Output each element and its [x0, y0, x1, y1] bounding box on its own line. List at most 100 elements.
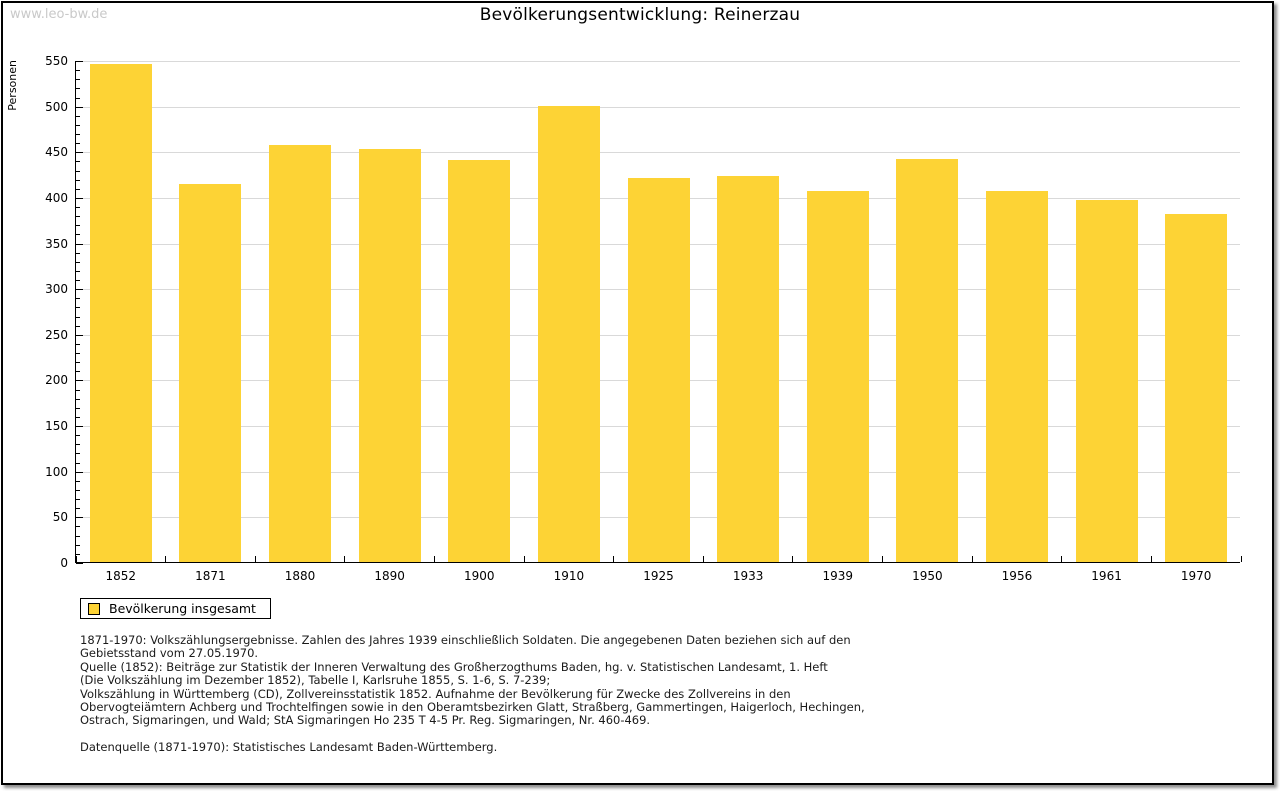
bar-1925 [627, 177, 690, 562]
y-axis-title: Personen [6, 60, 19, 111]
bar-1871 [179, 184, 242, 562]
x-tick-label: 1956 [1001, 569, 1033, 583]
y-tick-label: 200 [45, 373, 68, 388]
y-minor-tick [76, 371, 80, 373]
y-tick-label: 350 [45, 236, 68, 251]
x-boundary-tick [1150, 556, 1152, 562]
y-major-tick [76, 243, 83, 245]
x-tick-label: 1852 [105, 569, 137, 583]
chart-title: Bevölkerungsentwicklung: Reinerzau [479, 5, 801, 25]
bar-1880 [269, 144, 332, 562]
x-tick-label: 1871 [195, 569, 226, 583]
legend-box: Bevölkerung insgesamt [80, 598, 271, 619]
y-minor-tick [76, 544, 80, 546]
bar-1900 [448, 160, 511, 562]
bar-1961 [1075, 199, 1138, 562]
x-tick-label: 1933 [732, 569, 764, 583]
y-major-tick [76, 471, 83, 473]
x-boundary-tick [792, 556, 794, 562]
y-minor-tick [76, 489, 80, 491]
y-tick-label: 550 [45, 54, 68, 68]
y-minor-tick [76, 307, 80, 309]
bar-1970 [1165, 214, 1228, 562]
x-boundary-tick [1061, 556, 1063, 562]
y-major-tick [76, 426, 83, 428]
y-tick-label: 0 [60, 556, 68, 570]
bar-1910 [537, 105, 600, 562]
y-tick-label: 150 [45, 419, 68, 434]
y-minor-tick [76, 499, 80, 501]
bar-1852 [89, 63, 152, 562]
bar-1890 [358, 149, 421, 562]
footnote-line: Quelle (1852): Beiträge zur Statistik de… [80, 659, 828, 674]
y-tick-label: 50 [52, 510, 68, 525]
bar-1956 [985, 190, 1048, 562]
y-minor-tick [76, 188, 80, 190]
y-minor-tick [76, 316, 80, 318]
y-minor-tick [76, 462, 80, 464]
chart-footnotes: 1871-1970: Volkszählungsergebnisse. Zahl… [80, 633, 865, 755]
y-gridline [76, 61, 1240, 62]
x-tick-label: 1880 [284, 569, 316, 583]
bar-1939 [806, 190, 869, 562]
y-major-tick [76, 563, 83, 564]
y-minor-tick [76, 124, 80, 126]
x-boundary-tick [254, 556, 256, 562]
y-tick-label: 100 [45, 464, 68, 479]
x-tick-label: 1939 [822, 569, 853, 583]
y-minor-tick [76, 508, 80, 510]
y-major-tick [76, 152, 83, 154]
x-tick-label: 1910 [553, 569, 585, 583]
footnote-line: Gebietsstand vom 27.05.1970. [80, 646, 259, 661]
x-boundary-tick [165, 556, 167, 562]
y-minor-tick [76, 161, 80, 163]
x-tick-label: 1950 [912, 569, 943, 583]
y-minor-tick [76, 207, 80, 209]
footnote-line: (Die Volkszählung im Dezember 1852), Tab… [80, 673, 551, 688]
y-minor-tick [76, 526, 80, 528]
y-minor-tick [76, 143, 80, 145]
x-tick-label: 1970 [1180, 569, 1212, 583]
x-boundary-tick [1240, 556, 1242, 562]
y-minor-tick [76, 343, 80, 345]
y-minor-tick [76, 389, 80, 391]
y-minor-tick [76, 435, 80, 437]
x-boundary-tick [344, 556, 346, 562]
y-minor-tick [76, 225, 80, 227]
y-major-tick [76, 517, 83, 519]
y-minor-tick [76, 234, 80, 236]
y-minor-tick [76, 216, 80, 218]
y-minor-tick [76, 179, 80, 181]
y-minor-tick [76, 79, 80, 81]
y-minor-tick [76, 70, 80, 72]
y-tick-label: 250 [45, 327, 68, 342]
footnote-line: Ostrach, Sigmaringen, und Wald; StA Sigm… [80, 713, 651, 728]
y-gridline [76, 106, 1240, 108]
y-major-tick [76, 380, 83, 382]
x-boundary-tick [433, 556, 435, 562]
x-tick-label: 1890 [374, 569, 405, 583]
y-minor-tick [76, 88, 80, 90]
y-minor-tick [76, 453, 80, 455]
x-boundary-tick [702, 556, 704, 562]
y-major-tick [76, 334, 83, 336]
y-minor-tick [76, 325, 80, 327]
y-minor-tick [76, 270, 80, 272]
y-minor-tick [76, 353, 80, 355]
y-minor-tick [76, 298, 80, 300]
x-boundary-tick [75, 556, 77, 562]
y-major-tick [76, 61, 83, 62]
datasource-note: Datenquelle (1871-1970): Statistisches L… [80, 740, 498, 755]
y-minor-tick [76, 398, 80, 400]
y-minor-tick [76, 553, 80, 555]
x-tick-label: 1961 [1091, 569, 1122, 583]
y-minor-tick [76, 115, 80, 117]
y-minor-tick [76, 261, 80, 263]
y-tick-label: 450 [45, 145, 68, 160]
y-minor-tick [76, 280, 80, 282]
y-tick-label: 400 [45, 190, 68, 205]
legend-label: Bevölkerung insgesamt [109, 601, 256, 616]
footnote-line: Obervogteiämtern Achberg und Trochtelfin… [80, 700, 865, 715]
y-minor-tick [76, 407, 80, 409]
x-boundary-tick [523, 556, 525, 562]
